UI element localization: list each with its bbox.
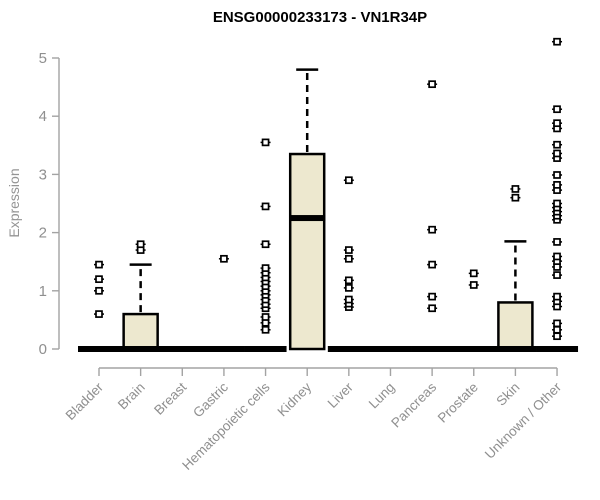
outlier-point-hematopoietic-cells	[261, 325, 270, 334]
outlier-point-unknown-other	[553, 171, 561, 179]
outlier-point-hematopoietic-cells	[261, 313, 270, 321]
outlier-point-liver	[344, 254, 353, 263]
median-breast	[161, 346, 204, 352]
outlier-point-unknown-other	[553, 140, 561, 149]
median-gastric	[202, 346, 245, 352]
outlier-point-gastric	[220, 254, 228, 263]
median-lung	[369, 346, 412, 352]
outlier-point-bladder	[95, 275, 103, 284]
outlier-point-unknown-other	[553, 37, 561, 46]
outlier-point-pancreas	[428, 80, 436, 89]
median-prostate	[452, 346, 495, 352]
median-liver	[327, 346, 370, 352]
outlier-point-liver	[344, 284, 353, 292]
outlier-point-hematopoietic-cells	[261, 264, 270, 272]
outlier-point-hematopoietic-cells	[261, 138, 270, 147]
median-bladder	[78, 346, 120, 352]
outlier-point-bladder	[95, 286, 103, 295]
box-skin	[497, 301, 534, 351]
x-tick-label-lung: Lung	[366, 380, 398, 412]
x-tick-label-brain: Brain	[115, 380, 148, 413]
x-tick-label-pancreas: Pancreas	[388, 379, 439, 430]
outlier-point-unknown-other	[553, 271, 561, 279]
y-tick-label: 0	[39, 341, 47, 358]
median-skin	[494, 346, 537, 352]
x-tick-label-prostate: Prostate	[435, 380, 481, 426]
median-kidney	[289, 215, 326, 222]
y-tick-label: 1	[39, 283, 47, 300]
box-kidney	[288, 152, 326, 351]
outlier-point-unknown-other	[553, 181, 561, 189]
y-tick-label: 4	[39, 108, 47, 125]
y-tick-label: 5	[39, 50, 47, 67]
x-tick-label-liver: Liver	[325, 379, 357, 411]
outlier-point-bladder	[95, 310, 103, 318]
outlier-point-unknown-other	[553, 199, 561, 208]
outlier-point-pancreas	[428, 225, 436, 234]
x-tick-label-gastric: Gastric	[190, 379, 231, 420]
outlier-point-unknown-other	[553, 252, 561, 261]
median-unknown-other	[536, 346, 579, 352]
outlier-point-liver	[344, 295, 353, 304]
outlier-point-pancreas	[428, 260, 436, 269]
outlier-point-unknown-other	[553, 149, 561, 158]
y-tick-label: 2	[39, 225, 47, 242]
outlier-point-brain	[136, 240, 145, 249]
x-tick-label-bladder: Bladder	[63, 379, 107, 423]
outlier-point-hematopoietic-cells	[261, 202, 270, 211]
x-tick-label-kidney: Kidney	[275, 379, 315, 419]
median-brain	[119, 346, 162, 352]
outlier-point-liver	[344, 276, 353, 285]
median-pancreas	[411, 346, 454, 352]
outlier-point-pancreas	[428, 292, 436, 301]
outlier-point-unknown-other	[553, 332, 561, 341]
x-tick-label-unknown-other: Unknown / Other	[482, 379, 565, 462]
median-hematopoietic-cells	[244, 346, 287, 352]
outlier-point-skin	[511, 193, 520, 202]
outlier-point-skin	[511, 185, 520, 193]
outlier-point-liver	[344, 246, 353, 254]
chart-title: ENSG00000233173 - VN1R34P	[212, 9, 428, 26]
outlier-point-unknown-other	[553, 325, 561, 334]
outlier-point-hematopoietic-cells	[261, 240, 270, 249]
outlier-point-unknown-other	[553, 105, 561, 114]
outlier-point-bladder	[95, 260, 103, 269]
x-tick-label-breast: Breast	[151, 379, 189, 417]
x-tick-label-skin: Skin	[493, 380, 522, 409]
outlier-point-unknown-other	[553, 119, 561, 128]
outlier-point-unknown-other	[553, 238, 561, 246]
outlier-point-liver	[344, 176, 353, 185]
box-brain	[122, 312, 159, 351]
outlier-point-unknown-other	[553, 292, 561, 301]
y-tick-label: 3	[39, 166, 47, 183]
outlier-point-prostate	[469, 269, 478, 278]
outlier-point-unknown-other	[553, 319, 561, 328]
outlier-point-prostate	[469, 281, 478, 289]
outlier-point-pancreas	[428, 304, 436, 313]
